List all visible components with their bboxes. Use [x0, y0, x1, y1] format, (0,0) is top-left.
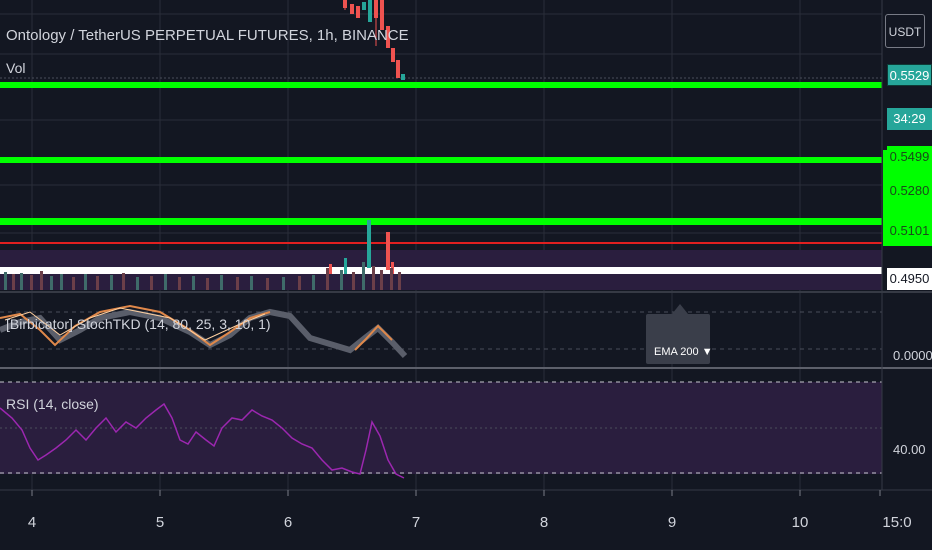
level-line-4[interactable]	[0, 267, 882, 274]
grid-horizontal	[0, 14, 882, 233]
time-label: 10	[792, 514, 809, 531]
level-line-3[interactable]	[0, 218, 882, 225]
rsi-axis-value: 40.00	[893, 442, 926, 457]
ema-tooltip-label: EMA 200 ▼	[654, 346, 713, 358]
currency-badge[interactable]: USDT	[885, 14, 925, 48]
rsi-indicator-label[interactable]: RSI (14, close)	[6, 396, 99, 412]
time-label: 5	[156, 514, 164, 531]
volume-label[interactable]: Vol	[6, 60, 25, 76]
time-ticks	[32, 490, 880, 496]
level-4-tag: 0.4950	[887, 268, 932, 290]
time-label: 9	[668, 514, 676, 531]
symbol-title[interactable]: Ontology / TetherUS PERPETUAL FUTURES, 1…	[6, 27, 409, 44]
time-label: 8	[540, 514, 548, 531]
stoch-indicator-label[interactable]: [Birbicator] StochTKD (14, 80, 25, 3, 10…	[6, 316, 271, 332]
level-line-1[interactable]	[0, 82, 882, 88]
time-label: 15:0	[882, 514, 911, 531]
level-line-2[interactable]	[0, 157, 882, 163]
time-label: 6	[284, 514, 292, 531]
time-label: 7	[412, 514, 420, 531]
level-2-tag: 0.5280	[887, 180, 932, 202]
current-price-tag: 0.5529	[887, 64, 932, 86]
level-3-tag: 0.5101	[887, 220, 932, 242]
stoch-axis-value: 0.0000	[893, 348, 932, 363]
time-label: 4	[28, 514, 36, 531]
level-1-tag: 0.5499	[887, 146, 932, 168]
countdown-tag: 34:29	[887, 108, 932, 130]
